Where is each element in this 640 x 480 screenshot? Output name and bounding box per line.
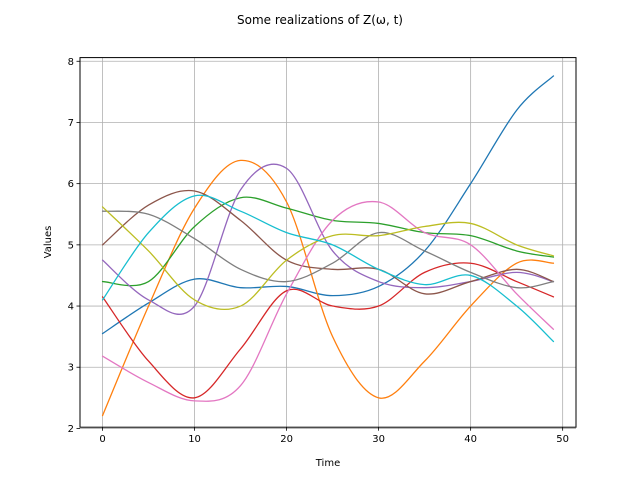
series-line-10 — [101, 194, 555, 343]
series-line-9 — [101, 206, 555, 311]
series-line-8 — [101, 210, 555, 289]
x-tick-label: 0 — [99, 434, 105, 445]
plot-frame — [79, 57, 577, 428]
y-tick-label: 7 — [68, 118, 74, 129]
y-tick-label: 2 — [68, 424, 74, 435]
ticks: 0 10 20 30 40 50 2 3 4 5 6 7 8 — [68, 57, 569, 445]
series-line-2 — [101, 159, 555, 417]
series-line-1 — [101, 75, 555, 335]
grid — [80, 57, 576, 429]
x-tick-label: 30 — [372, 434, 385, 445]
y-tick-label: 8 — [68, 57, 74, 68]
chart-title: Some realizations of Z(ω, t) — [237, 13, 403, 27]
series-line-4 — [101, 262, 555, 399]
x-axis-label: Time — [315, 458, 340, 469]
series-line-5 — [101, 163, 555, 315]
x-tick-label: 50 — [556, 434, 569, 445]
y-tick-label: 5 — [68, 240, 74, 251]
series-lines — [101, 75, 555, 417]
y-tick-label: 3 — [68, 363, 74, 374]
y-axis-label: Values — [43, 226, 54, 259]
x-tick-label: 20 — [280, 434, 293, 445]
x-tick-label: 10 — [188, 434, 201, 445]
series-line-7 — [101, 200, 555, 402]
y-tick-label: 6 — [68, 179, 74, 190]
y-tick-label: 4 — [68, 302, 74, 313]
x-tick-label: 40 — [464, 434, 477, 445]
